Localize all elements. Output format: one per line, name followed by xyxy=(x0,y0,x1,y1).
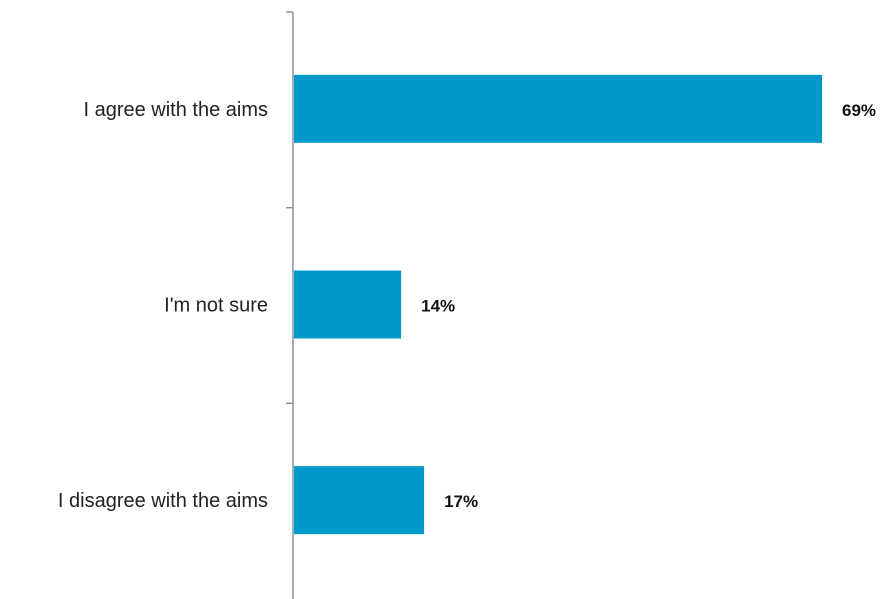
bars-layer xyxy=(294,74,822,535)
bar xyxy=(294,466,425,535)
data-label: 14% xyxy=(421,297,455,316)
data-label: 17% xyxy=(444,492,478,511)
bar xyxy=(294,270,402,339)
y-axis xyxy=(286,11,294,599)
category-label: I disagree with the aims xyxy=(58,490,268,512)
bar xyxy=(294,74,822,143)
category-label: I agree with the aims xyxy=(83,99,268,121)
category-label: I'm not sure xyxy=(164,295,268,317)
data-label: 69% xyxy=(842,101,876,120)
labels-layer: I agree with the aims 69% I'm not sure 14% I… xyxy=(58,99,876,512)
